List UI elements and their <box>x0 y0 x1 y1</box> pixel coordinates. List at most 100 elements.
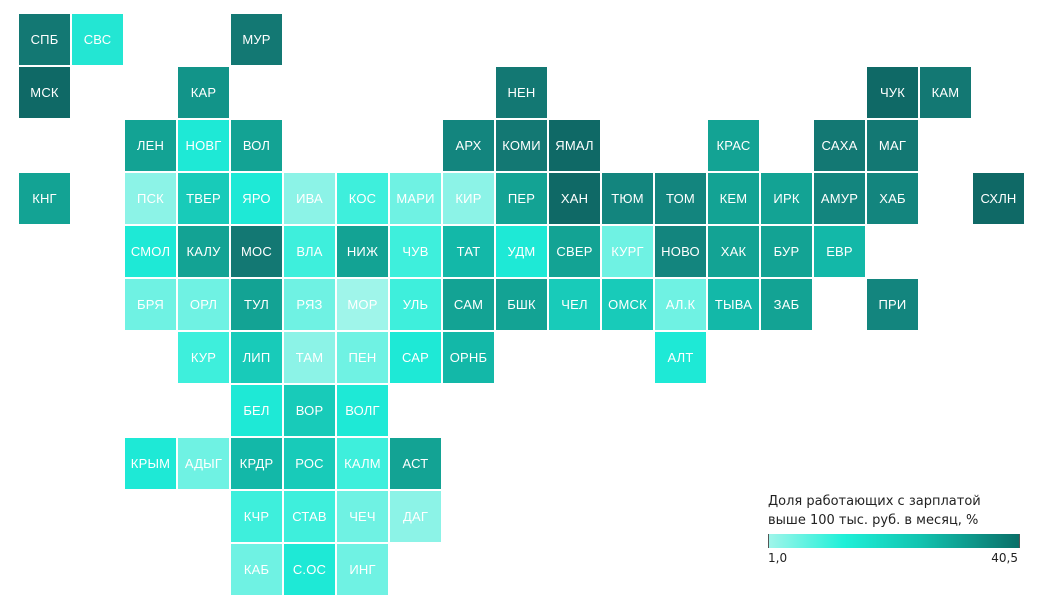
region-label: МУР <box>242 32 271 47</box>
region-tile[interactable]: КУРГ <box>602 226 653 277</box>
region-tile[interactable]: КЧР <box>231 491 282 542</box>
region-tile[interactable]: ПСК <box>125 173 176 224</box>
region-label: ХАН <box>560 191 589 206</box>
region-tile[interactable]: ЗАБ <box>761 279 812 330</box>
region-label: ПЕР <box>507 191 536 206</box>
region-tile[interactable]: ИНГ <box>337 544 388 595</box>
region-tile[interactable]: МАРИ <box>390 173 441 224</box>
region-tile[interactable]: УДМ <box>496 226 547 277</box>
region-tile[interactable]: ВЛА <box>284 226 335 277</box>
region-tile[interactable]: ИВА <box>284 173 335 224</box>
region-tile[interactable]: АЛТ <box>655 332 706 383</box>
region-tile[interactable]: ЛЕН <box>125 120 176 171</box>
region-tile[interactable]: СВЕР <box>549 226 600 277</box>
region-tile[interactable]: ТАМ <box>284 332 335 383</box>
region-tile[interactable]: КУР <box>178 332 229 383</box>
region-tile[interactable]: ТВЕР <box>178 173 229 224</box>
region-tile[interactable]: АРХ <box>443 120 494 171</box>
region-tile[interactable]: ВОР <box>284 385 335 436</box>
region-label: СВС <box>83 32 112 47</box>
region-tile[interactable]: ОМСК <box>602 279 653 330</box>
region-tile[interactable]: ТЫВА <box>708 279 759 330</box>
region-tile[interactable]: ЧУК <box>867 67 918 118</box>
region-tile[interactable]: БРЯ <box>125 279 176 330</box>
region-tile[interactable]: РОС <box>284 438 335 489</box>
region-tile[interactable]: НОВО <box>655 226 706 277</box>
region-tile[interactable]: НИЖ <box>337 226 388 277</box>
region-tile[interactable]: ТАТ <box>443 226 494 277</box>
region-tile[interactable]: АСТ <box>390 438 441 489</box>
region-tile[interactable]: МСК <box>19 67 70 118</box>
region-label: НЕН <box>507 85 536 100</box>
region-tile[interactable]: УЛЬ <box>390 279 441 330</box>
region-tile[interactable]: НЕН <box>496 67 547 118</box>
region-tile[interactable]: СТАВ <box>284 491 335 542</box>
region-tile[interactable]: САХА <box>814 120 865 171</box>
region-label: ПЕН <box>348 350 377 365</box>
region-tile[interactable]: АЛ.К <box>655 279 706 330</box>
region-tile[interactable]: ЧУВ <box>390 226 441 277</box>
region-tile[interactable]: ЧЕЛ <box>549 279 600 330</box>
region-tile[interactable]: КАЛУ <box>178 226 229 277</box>
region-tile[interactable]: ВОЛ <box>231 120 282 171</box>
region-tile[interactable]: ЛИП <box>231 332 282 383</box>
region-tile[interactable]: КОС <box>337 173 388 224</box>
region-tile[interactable]: СХЛН <box>973 173 1024 224</box>
region-tile[interactable]: ВОЛГ <box>337 385 388 436</box>
region-tile[interactable]: КРАС <box>708 120 759 171</box>
region-tile[interactable]: ХАБ <box>867 173 918 224</box>
region-tile[interactable]: БШК <box>496 279 547 330</box>
region-tile[interactable]: САР <box>390 332 441 383</box>
region-tile[interactable]: КАМ <box>920 67 971 118</box>
region-tile[interactable]: МАГ <box>867 120 918 171</box>
legend-gradient-bar <box>768 534 1020 548</box>
region-tile[interactable]: АМУР <box>814 173 865 224</box>
region-tile[interactable]: ИРК <box>761 173 812 224</box>
region-tile[interactable]: КРДР <box>231 438 282 489</box>
region-tile[interactable]: БУР <box>761 226 812 277</box>
region-label: САР <box>401 350 430 365</box>
region-tile[interactable]: ОРЛ <box>178 279 229 330</box>
region-tile[interactable]: ТОМ <box>655 173 706 224</box>
region-label: КОМИ <box>502 138 541 153</box>
region-tile[interactable]: МОС <box>231 226 282 277</box>
region-label: ТЫВА <box>714 297 753 312</box>
region-tile[interactable]: СМОЛ <box>125 226 176 277</box>
region-tile[interactable]: САМ <box>443 279 494 330</box>
region-tile[interactable]: ЕВР <box>814 226 865 277</box>
region-tile[interactable]: КАБ <box>231 544 282 595</box>
region-tile[interactable]: РЯЗ <box>284 279 335 330</box>
region-tile[interactable]: КАР <box>178 67 229 118</box>
region-tile[interactable]: ТУЛ <box>231 279 282 330</box>
region-label: МАГ <box>878 138 907 153</box>
region-label: КЕМ <box>719 191 748 206</box>
region-tile[interactable]: НОВГ <box>178 120 229 171</box>
region-tile[interactable]: ДАГ <box>390 491 441 542</box>
region-tile[interactable]: ОРНБ <box>443 332 494 383</box>
region-tile[interactable]: КОМИ <box>496 120 547 171</box>
region-tile[interactable]: МОР <box>337 279 388 330</box>
region-tile[interactable]: ЧЕЧ <box>337 491 388 542</box>
region-tile[interactable]: КЕМ <box>708 173 759 224</box>
region-tile[interactable]: С.ОС <box>284 544 335 595</box>
region-tile[interactable]: ПРИ <box>867 279 918 330</box>
region-tile[interactable]: АДЫГ <box>178 438 229 489</box>
region-tile[interactable]: ХАН <box>549 173 600 224</box>
region-label: ВОЛГ <box>345 403 380 418</box>
region-tile[interactable]: СПБ <box>19 14 70 65</box>
region-label: ОРНБ <box>449 350 488 365</box>
region-tile[interactable]: КРЫМ <box>125 438 176 489</box>
region-tile[interactable]: ПЕР <box>496 173 547 224</box>
region-label: НОВО <box>661 244 700 259</box>
region-tile[interactable]: ЯМАЛ <box>549 120 600 171</box>
region-tile[interactable]: СВС <box>72 14 123 65</box>
region-tile[interactable]: КНГ <box>19 173 70 224</box>
region-tile[interactable]: КИР <box>443 173 494 224</box>
region-tile[interactable]: КАЛМ <box>337 438 388 489</box>
region-tile[interactable]: ПЕН <box>337 332 388 383</box>
region-tile[interactable]: ХАК <box>708 226 759 277</box>
region-tile[interactable]: БЕЛ <box>231 385 282 436</box>
region-tile[interactable]: ЯРО <box>231 173 282 224</box>
region-tile[interactable]: МУР <box>231 14 282 65</box>
region-tile[interactable]: ТЮМ <box>602 173 653 224</box>
